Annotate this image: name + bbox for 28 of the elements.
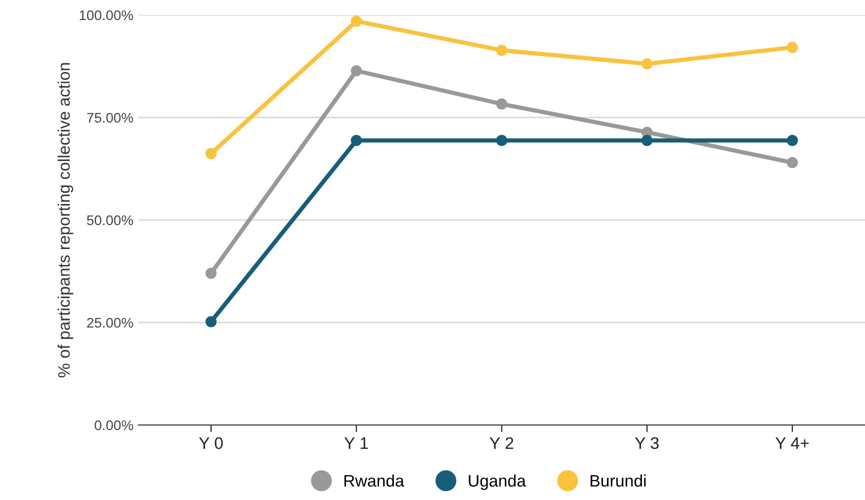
- point: [206, 268, 217, 279]
- x-tick-label: Y 0: [199, 437, 223, 450]
- y-tick-label: 100.00%: [80, 10, 134, 20]
- point: [786, 157, 798, 168]
- y-tick-label: 0.00%: [94, 420, 134, 430]
- point: [496, 134, 508, 146]
- point: [786, 42, 798, 53]
- legend-label: Burundi: [590, 474, 646, 487]
- legend-label: Uganda: [468, 474, 526, 490]
- y-tick-label: 50.00%: [86, 215, 134, 226]
- point: [350, 16, 362, 27]
- point: [350, 65, 362, 76]
- point: [641, 134, 653, 146]
- point: [206, 148, 217, 160]
- x-tick-label: Y 2: [490, 437, 514, 449]
- y-tick-label: 75.00%: [87, 112, 134, 123]
- y-axis-title: % of participants reporting collective action: [58, 63, 74, 378]
- x-tick-label: Y 3: [635, 437, 659, 450]
- x-tick-label: Y 1: [344, 437, 368, 449]
- point: [206, 316, 217, 328]
- x-tick-label: Y 4+: [775, 437, 809, 449]
- point: [496, 44, 508, 56]
- point: [786, 134, 798, 146]
- point: [641, 58, 653, 70]
- point: [350, 134, 362, 146]
- point: [496, 98, 508, 110]
- y-tick-label: 25.00%: [87, 318, 134, 328]
- legend-label: Rwanda: [344, 474, 404, 487]
